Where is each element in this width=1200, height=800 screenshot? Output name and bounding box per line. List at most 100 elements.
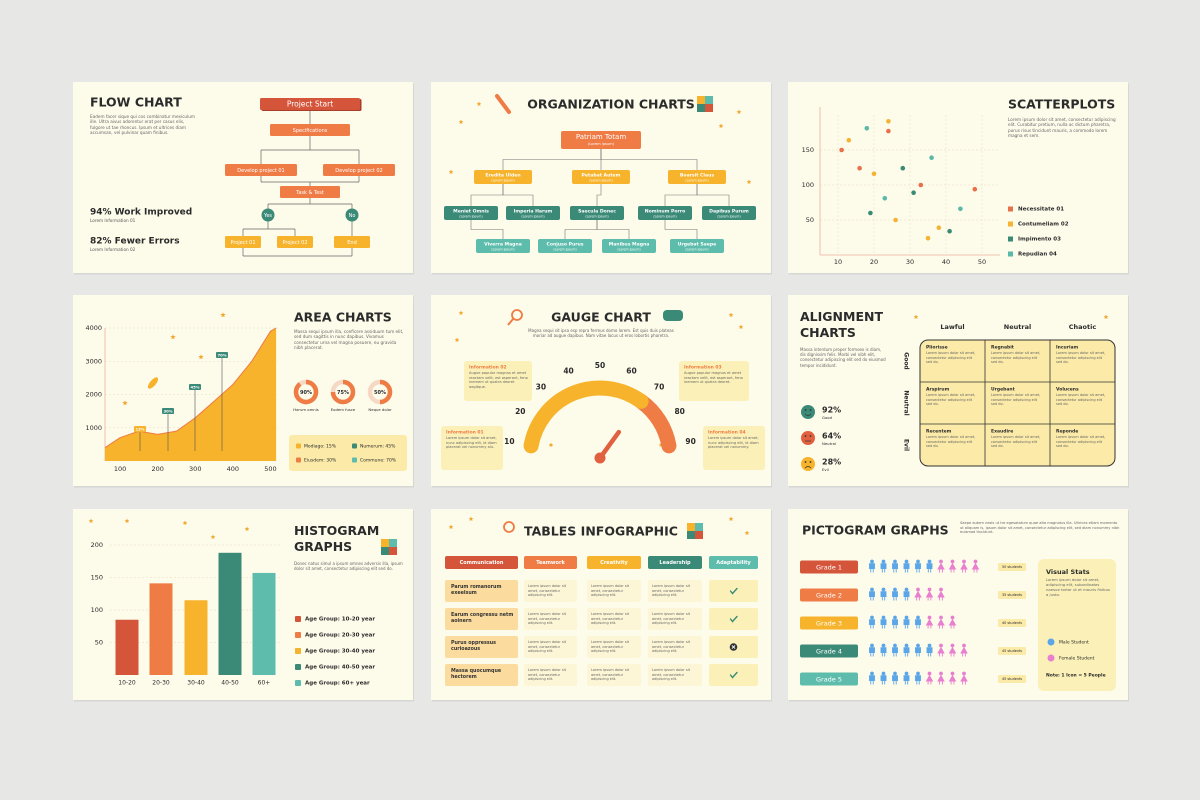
paragraph: Massa sequi ipsum illa, conficere assidu… [294,329,404,351]
decor-puzzle [705,96,713,104]
table-cell [524,580,577,602]
paragraph: Lorem ipsum dolor sit amet, consectetur … [1008,117,1116,139]
legend-swatch [295,648,301,654]
legend-swatch [352,443,357,449]
x-tick-label: 40 [942,258,950,266]
org-node-sub: (Lorem ipsum) [585,215,608,219]
paragraph: Lorem ipsum dolor sit amet, consectetur … [591,640,630,654]
table-cell [648,580,702,602]
decor-star [746,179,752,184]
table-cell [587,580,641,602]
decor-star [458,119,464,124]
legend-dot [1047,654,1055,662]
table-cell [587,664,641,686]
face-eye [804,461,807,463]
org-node-sub: (Lorem ipsum) [491,179,514,183]
scatter-point [871,171,877,177]
org-root-sub: (Lorem ipsum) [588,142,615,146]
row-label-cell [445,664,518,686]
stat-value: 92% [822,406,841,415]
y-tick-label: 3000 [85,357,102,365]
x-tick-label: 200 [151,465,163,473]
paragraph-frame: Augue populor magnus et amet reactam vel… [684,371,743,385]
x-tick-label: 30-40 [187,680,205,687]
column-header: Chaotic [1069,323,1097,331]
person-body [903,563,910,573]
info-title: Information 04 [708,430,746,436]
node-label: Project 02 [282,240,307,246]
person-head [893,615,897,620]
slide-title: GAUGE CHART [551,310,651,325]
table-cell [648,608,702,630]
org-node-label: Meniet Omnis [453,209,489,215]
person-body [926,647,933,657]
person-head [893,559,897,564]
decision-node [345,208,359,222]
face-eye [804,409,807,411]
legend-label: Modiago: 15% [304,444,337,450]
stat-value: 28% [822,458,841,467]
stat-note: Lorem Information 02 [90,247,136,252]
paragraph: Lorem ipsum dolor sit amet, nunc adipisc… [708,436,759,450]
gauge-value [523,380,649,454]
table-cell [524,664,577,686]
person-body [925,618,934,629]
paragraph: Lorem ipsum dolor sit amet, consectetur … [591,584,630,598]
table-header [648,556,702,569]
total-tag [998,647,1026,655]
gauge-tick-label: 40 [563,367,573,376]
person-head [904,559,909,564]
paragraph-frame: Lorem ipsum dolor sit amet, consectetur … [1056,351,1105,364]
person-head [939,559,943,564]
info-title: Information 02 [469,365,507,371]
person-head [939,615,943,620]
person-head [962,643,966,648]
legend-label: Repudian 04 [1018,252,1057,258]
total-tag [998,619,1026,627]
donut-arc [293,379,319,405]
stat: 82% Fewer Errors [90,237,180,247]
connector [696,184,730,206]
gauge-tick-label: 90 [685,437,695,446]
org-node-label: Conjuso Purus [546,242,583,248]
paragraph: Augue populor magnus et amet reactam vel… [684,371,743,385]
x-tick-label: 30 [906,258,914,266]
scatter-point [846,137,852,143]
paragraph: Lorem ipsum dolor sit amet, consectetur … [991,351,1041,365]
paragraph-frame: Lorem ipsum dolor sit amet, consectetur … [591,584,630,598]
cell-title: Volucens [1056,387,1079,393]
paragraph: Lorem ipsum dolor sit amet, consectetur … [528,640,567,654]
org-node-label: Viverra Magna [484,242,522,248]
decor-star [718,123,724,128]
scatter-point [925,235,931,241]
cell-title: Recentem [926,429,952,435]
legend-swatch [296,457,301,463]
annotation-tag [216,352,228,358]
scatter-point [918,182,924,188]
scatter-point [886,119,891,124]
legend-label: Male Student [1059,640,1089,646]
org-node [572,170,630,184]
flow-node [260,98,360,110]
legend-swatch [295,664,301,670]
legend-swatch [352,457,357,463]
stats-title: Visual Stats [1046,568,1090,576]
scatter-point [947,228,952,234]
person-head [927,671,932,676]
legend-label: Age Group: 40-50 year [305,665,375,671]
person-body [937,562,945,573]
gauge-tick-label: 30 [536,383,546,392]
table-cell [524,636,577,658]
person-head [939,587,943,592]
gauge-tick-label: 10 [504,437,514,446]
connector [600,149,698,170]
org-node-sub: (Lorem ipsum) [717,215,740,219]
node-label: Project 01 [230,240,255,246]
paragraph: Eadem facer sique qui cos combinatur mex… [90,114,195,136]
person-head [950,671,955,676]
total-tag [998,675,1026,683]
scatter-point [929,155,934,160]
person-body [869,563,875,573]
row-label-cell [445,608,518,630]
person-head [870,587,874,592]
